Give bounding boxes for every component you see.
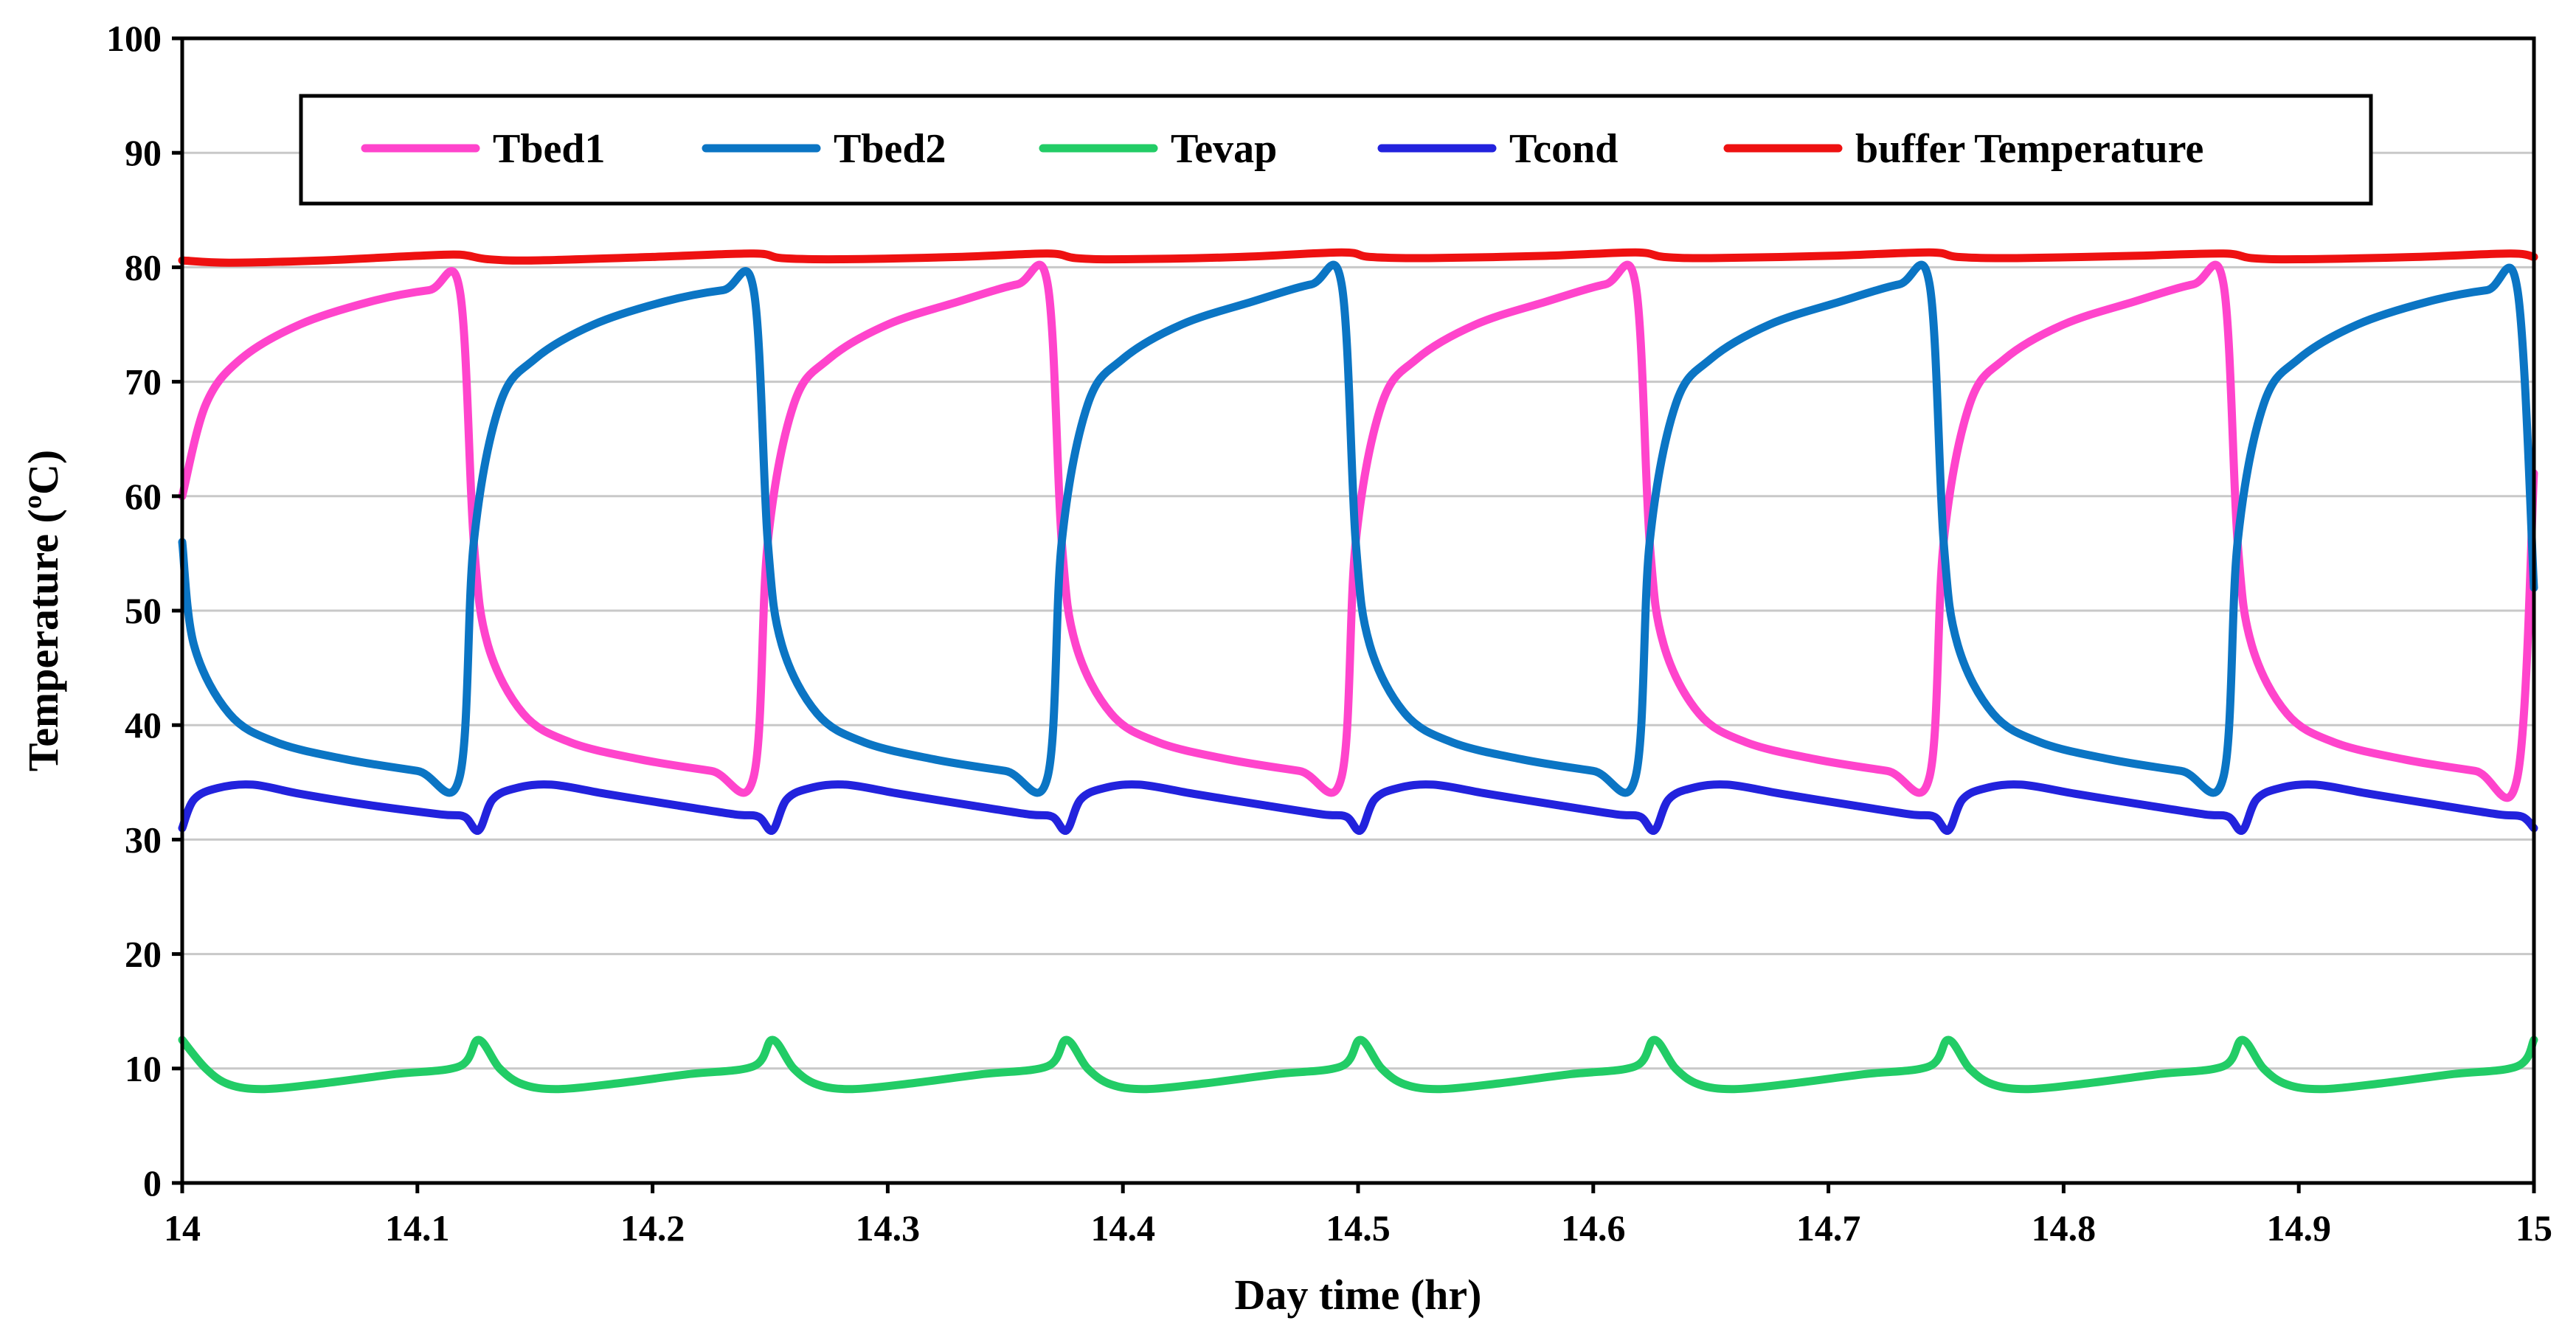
legend-box [299, 94, 2373, 206]
legend-label-tevap: Tevap [1171, 126, 1277, 172]
y-tick-label: 0 [143, 1162, 162, 1204]
x-tick-label: 14.9 [2266, 1207, 2331, 1249]
legend-label-tbed2: Tbed2 [834, 126, 946, 172]
y-tick-label: 10 [125, 1048, 162, 1089]
legend-label-buffer-temperature: buffer Temperature [1855, 126, 2203, 172]
y-tick-label: 30 [125, 819, 162, 860]
x-axis-ticks: 14 14.1 14.2 14.3 14.4 14.5 14.6 14.7 14.8 14.9 15 [164, 1183, 2552, 1249]
x-tick-label: 14.6 [1561, 1207, 1626, 1249]
y-tick-label: 90 [125, 132, 162, 173]
x-tick-label: 14.7 [1796, 1207, 1861, 1249]
series-line-buffer-temperature [178, 248, 2538, 267]
y-tick-label: 80 [125, 246, 162, 288]
x-tick-label: 14.3 [856, 1207, 921, 1249]
x-tick-label: 14.4 [1090, 1207, 1155, 1249]
x-axis-label: Day time (hr) [1234, 1271, 1481, 1319]
y-tick-label: 20 [125, 934, 162, 975]
x-tick-label: 14.1 [385, 1207, 450, 1249]
x-tick-label: 14 [164, 1207, 201, 1249]
legend: Tbed1 Tbed2 Tevap Tcond buffer Temperature [299, 94, 2373, 206]
legend-label-tbed1: Tbed1 [493, 126, 606, 172]
y-tick-label: 50 [125, 590, 162, 631]
y-tick-label: 70 [125, 361, 162, 403]
x-tick-label: 14.2 [620, 1207, 685, 1249]
x-tick-label: 14.8 [2032, 1207, 2097, 1249]
y-tick-label: 60 [125, 476, 162, 517]
x-tick-label: 14.5 [1326, 1207, 1391, 1249]
y-axis-ticks: 0 10 20 30 40 50 60 70 80 90 100 [106, 18, 182, 1204]
y-axis-label: Temperature (ºC) [19, 450, 67, 771]
series-line-tbed1 [178, 260, 2538, 802]
series-line-tbed2 [178, 260, 2538, 797]
series-lines [178, 248, 2538, 1094]
y-tick-label: 100 [106, 18, 162, 59]
series-line-tcond [178, 780, 2538, 835]
x-tick-label: 15 [2516, 1207, 2552, 1249]
series-line-tevap [178, 1035, 2538, 1094]
legend-label-tcond: Tcond [1509, 126, 1618, 172]
y-tick-label: 40 [125, 704, 162, 746]
